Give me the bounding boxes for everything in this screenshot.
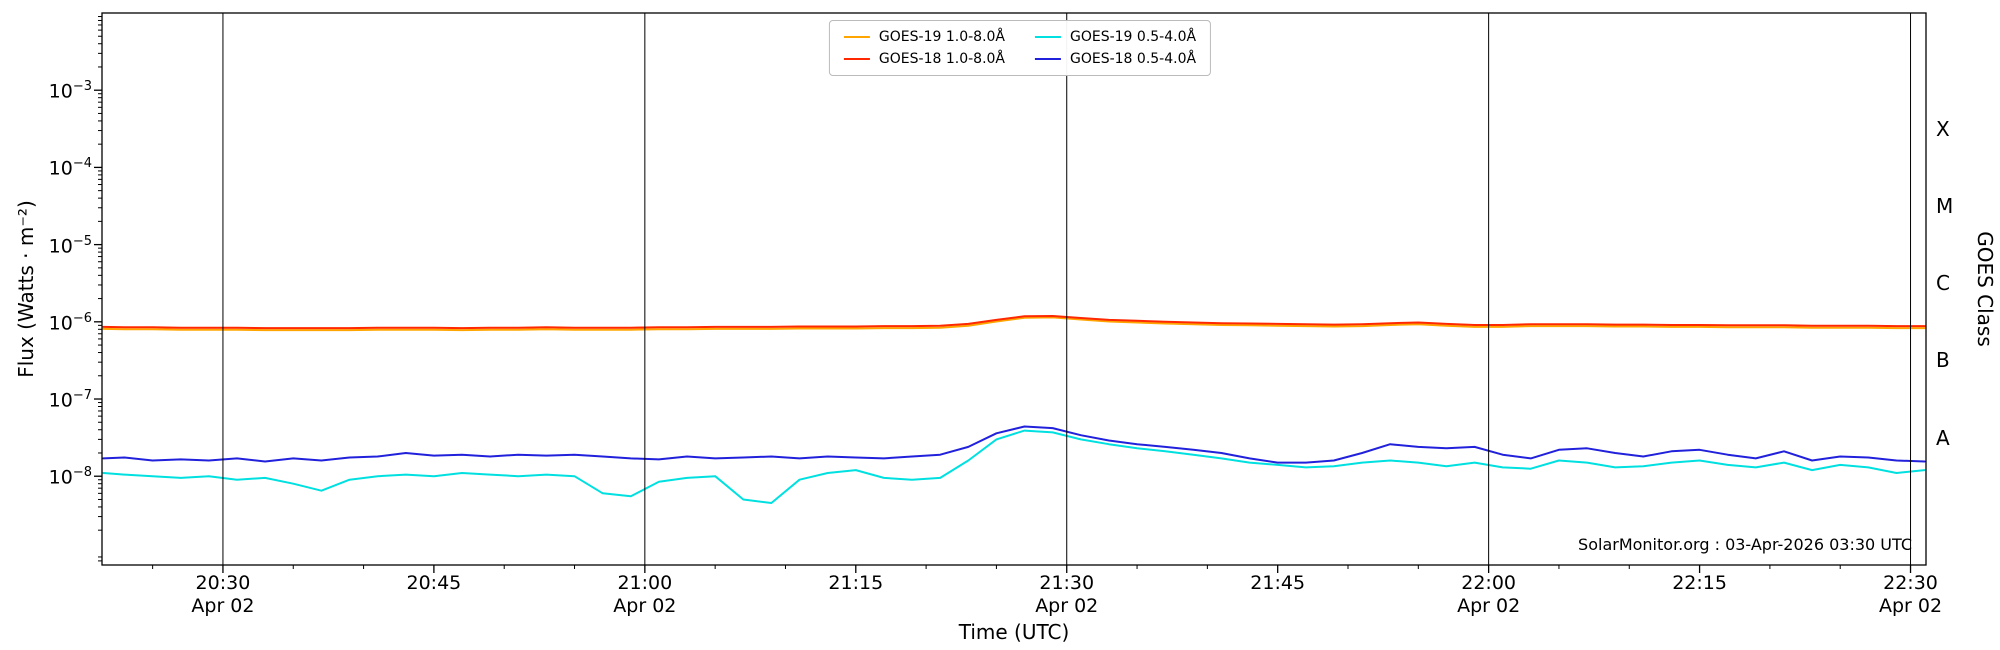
legend-label: GOES-18 0.5-4.0Å <box>1070 51 1197 67</box>
x-tick-label: 22:30 <box>1883 572 1938 594</box>
x-tick-label: 22:15 <box>1672 572 1727 594</box>
legend-label: GOES-19 1.0-8.0Å <box>878 29 1005 45</box>
y-tick-label: 10−3 <box>48 79 92 103</box>
y-axis-title: Flux (Watts · m⁻²) <box>14 200 38 378</box>
series-goes18-long <box>102 315 1926 330</box>
x-axis-title: Time (UTC) <box>958 620 1070 644</box>
x-tick-label: 21:00 <box>617 572 673 594</box>
legend-line-swatch <box>843 58 870 60</box>
series-goes18-short <box>102 425 1926 464</box>
y-tick-label: 10−5 <box>48 233 92 257</box>
x-tick-label: 20:45 <box>406 572 462 594</box>
goes-class-label-a: A <box>1936 425 1950 450</box>
goes-class-axis-title: GOES Class <box>1973 231 1997 347</box>
goes-class-label-c: C <box>1936 271 1950 296</box>
legend-item-goes18-long: GOES-18 1.0-8.0Å <box>843 51 1005 67</box>
legend-item-goes19-long: GOES-19 1.0-8.0Å <box>843 29 1005 45</box>
y-tick-label: 10−7 <box>48 388 92 412</box>
legend-line-swatch <box>1035 58 1061 60</box>
series-goes19-long <box>102 316 1926 332</box>
legend-line-swatch <box>843 36 870 38</box>
series-goes19-short <box>102 429 1926 504</box>
legend-label: GOES-19 0.5-4.0Å <box>1070 29 1197 45</box>
x-tick-label: 20:30 <box>195 572 251 594</box>
legend-label: GOES-18 1.0-8.0Å <box>878 51 1005 67</box>
x-tick-label: 22:00 <box>1461 572 1517 594</box>
x-tick-label: 21:45 <box>1250 572 1306 594</box>
x-tick-date: Apr 02 <box>1878 595 1943 617</box>
x-tick-label: 21:30 <box>1039 572 1095 594</box>
y-tick-label: 10−4 <box>48 156 92 180</box>
x-tick-label: 21:15 <box>828 572 884 594</box>
goes-class-label-b: B <box>1936 348 1950 373</box>
y-tick-label: 10−8 <box>48 465 92 489</box>
goes-class-label-x: X <box>1936 116 1950 141</box>
x-tick-date: Apr 02 <box>1457 595 1521 617</box>
goes-class-label-m: M <box>1936 194 1954 218</box>
x-tick-date: Apr 02 <box>613 595 677 617</box>
x-tick-date: Apr 02 <box>1035 595 1099 617</box>
legend-line-swatch <box>1035 36 1061 38</box>
legend-item-goes18-short: GOES-18 0.5-4.0Å <box>1035 51 1196 67</box>
plot-border <box>101 12 1927 566</box>
y-tick-label: 10−6 <box>48 310 92 335</box>
legend: GOES-19 1.0-8.0Å GOES-18 1.0-8.0Å GOES-19 … <box>828 20 1212 76</box>
x-tick-date: Apr 02 <box>191 595 255 617</box>
legend-item-goes19-short: GOES-19 0.5-4.0Å <box>1035 29 1196 45</box>
watermark-text: SolarMonitor.org : 03-Apr-2026 03:30 UTC <box>1578 535 1912 554</box>
